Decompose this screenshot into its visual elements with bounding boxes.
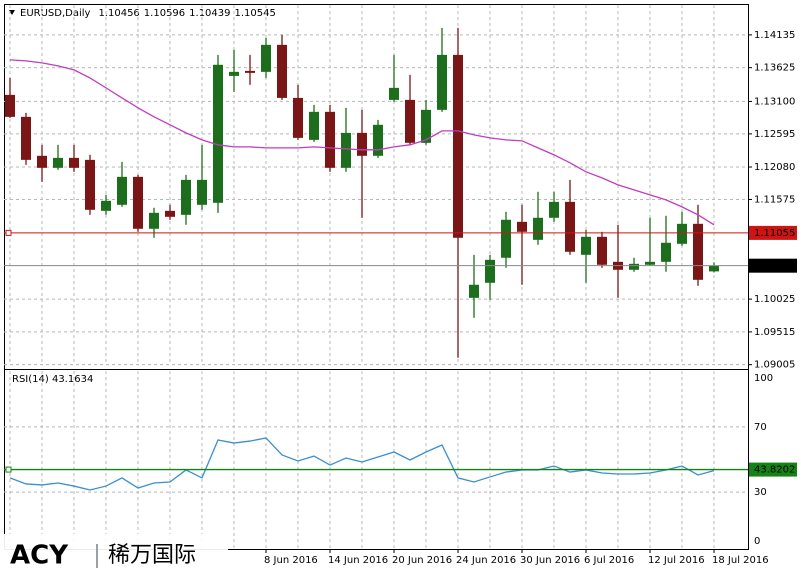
candle-body: [501, 219, 511, 258]
candle-body: [277, 44, 287, 98]
indicator-title: RSI(14) 43.1634: [12, 374, 93, 385]
rsi-level-box: [749, 462, 797, 477]
candle-body: [405, 99, 415, 143]
rsi-line: [9, 437, 715, 491]
x-tick-label: 30 Jun 2016: [520, 555, 580, 566]
candle-body: [229, 71, 239, 76]
x-tick-label: 12 Jul 2016: [648, 555, 705, 566]
x-tick-label: 20 Jun 2016: [392, 555, 452, 566]
candle-body: [69, 157, 79, 168]
candle-body: [485, 259, 495, 283]
y-tick-label: 1.09515: [754, 327, 795, 338]
close-value: 1.10545: [235, 8, 276, 19]
candle-body: [373, 124, 383, 156]
candle-body: [597, 236, 607, 265]
candle-body: [181, 179, 191, 215]
candle-body: [581, 236, 591, 255]
x-tick-label: 8 Jun 2016: [264, 555, 318, 566]
current-price-label: 1.10545: [754, 261, 795, 272]
candle-body: [469, 284, 479, 298]
y-tick-label: 1.13625: [754, 63, 795, 74]
candle-body: [53, 157, 63, 168]
candle-body: [389, 87, 399, 100]
rsi-level-label: 43.8202: [754, 465, 795, 476]
y-tick-label: 30: [754, 487, 767, 498]
candle-body: [645, 261, 655, 265]
candle-body: [693, 223, 703, 280]
candle-body: [309, 111, 319, 140]
high-value: 1.10596: [144, 8, 185, 19]
current-price-box: [749, 258, 797, 273]
candle-body: [149, 212, 159, 229]
candle-body: [421, 109, 431, 143]
candle-body: [293, 97, 303, 138]
candle-body: [341, 132, 351, 168]
y-tick-label: 1.09005: [754, 360, 795, 371]
y-tick-label: 1.14135: [754, 30, 795, 41]
candle-body: [21, 116, 31, 160]
candle-body: [437, 54, 447, 110]
level-marker: [5, 466, 12, 473]
y-tick-label: 0: [754, 536, 760, 547]
candle-body: [213, 64, 223, 203]
open-value: 1.10456: [98, 8, 139, 19]
candle-body: [165, 210, 175, 217]
moving-average: [9, 59, 715, 226]
candle-body: [325, 111, 335, 168]
candle-body: [677, 223, 687, 244]
x-tick-label: 18 Jul 2016: [712, 555, 769, 566]
candle-body: [357, 132, 367, 156]
y-tick-label: 100: [754, 373, 773, 384]
candle-body: [661, 242, 671, 262]
y-tick-label: 1.12080: [754, 162, 795, 173]
candle-body: [5, 94, 15, 117]
chart-header: EURUSD,Daily 1.10456 1.10596 1.10439 1.10545: [20, 8, 276, 19]
candle-body: [629, 263, 639, 270]
y-tick-label: 70: [754, 422, 767, 433]
symbol: EURUSD,Daily: [20, 8, 91, 19]
candle-body: [197, 179, 207, 205]
candle-body: [517, 221, 527, 232]
candle-body: [261, 44, 271, 72]
candle-body: [245, 70, 255, 73]
low-value: 1.10439: [189, 8, 230, 19]
level-marker: [5, 229, 12, 236]
watermark-backdrop: [0, 534, 228, 578]
candle-body: [37, 155, 47, 168]
candle-body: [565, 201, 575, 252]
x-tick-label: 14 Jun 2016: [328, 555, 388, 566]
x-tick-label: 6 Jul 2016: [584, 555, 634, 566]
candle-body: [133, 176, 143, 229]
level-label-box: [749, 225, 797, 240]
plot-frame: [4, 4, 749, 550]
candle-body: [101, 200, 111, 211]
y-tick-label: 1.12595: [754, 129, 795, 140]
candle-body: [453, 54, 463, 238]
y-tick-label: 1.10025: [754, 294, 795, 305]
candle-body: [709, 265, 719, 272]
y-tick-label: 1.13100: [754, 96, 795, 107]
candle-body: [117, 176, 127, 205]
watermark-name: 稀万国际: [108, 543, 196, 568]
candle-body: [533, 217, 543, 240]
y-tick-label: 1.11575: [754, 194, 795, 205]
candle-body: [85, 159, 95, 210]
watermark-brand: ACY: [10, 541, 69, 571]
candle-body: [549, 201, 559, 218]
x-tick-label: 24 Jun 2016: [456, 555, 516, 566]
level-label: 1.11055: [754, 228, 795, 239]
